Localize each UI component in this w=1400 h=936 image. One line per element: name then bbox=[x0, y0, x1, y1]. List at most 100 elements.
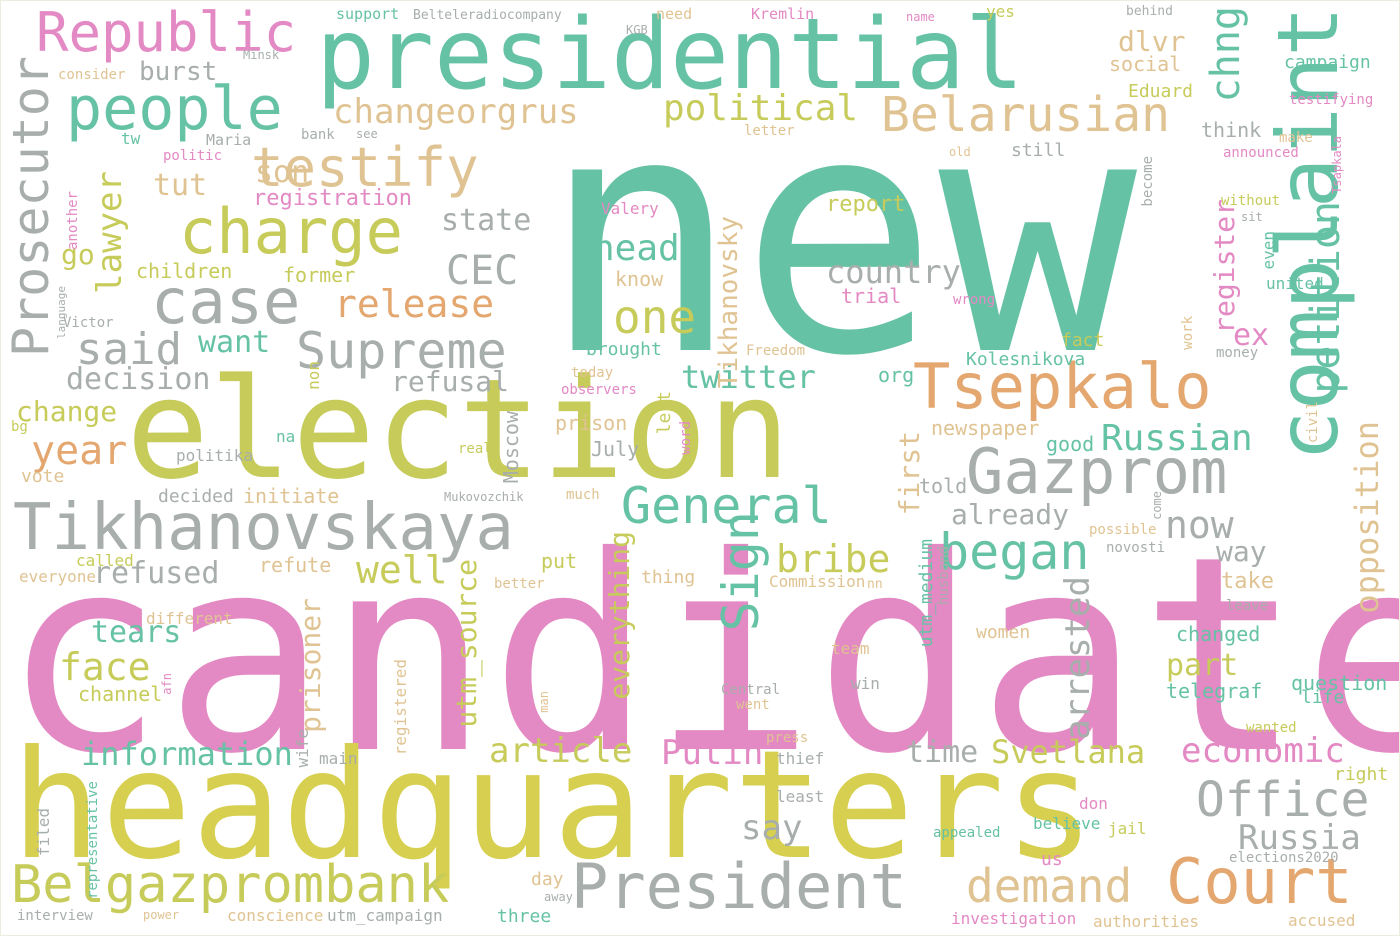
cloud-word: see bbox=[356, 127, 378, 141]
cloud-word: way bbox=[1216, 535, 1267, 568]
cloud-word: better bbox=[494, 576, 545, 592]
cloud-word: united bbox=[1266, 274, 1324, 293]
cloud-word: say bbox=[741, 808, 803, 848]
cloud-word: registered bbox=[391, 659, 410, 756]
cloud-word: thing bbox=[641, 567, 696, 588]
cloud-word: novosti bbox=[1106, 540, 1166, 556]
cloud-word: good bbox=[1046, 432, 1095, 456]
cloud-word: bank bbox=[301, 127, 335, 143]
cloud-word: ex bbox=[1233, 318, 1270, 353]
cloud-word: children bbox=[136, 259, 233, 283]
cloud-word: Kolesnikova bbox=[966, 349, 1086, 370]
cloud-word: afn bbox=[160, 673, 174, 695]
cloud-word: part bbox=[1166, 648, 1239, 683]
cloud-word: time bbox=[906, 735, 979, 770]
cloud-word: work bbox=[1180, 316, 1196, 350]
cloud-word: nn bbox=[867, 577, 883, 592]
cloud-word: brought bbox=[586, 339, 662, 360]
cloud-word: announced bbox=[1223, 145, 1299, 161]
cloud-word: need bbox=[656, 5, 693, 23]
cloud-word: name bbox=[906, 10, 935, 24]
cloud-word: Moscow bbox=[499, 411, 523, 484]
cloud-word: go bbox=[61, 238, 95, 271]
cloud-word: question bbox=[1291, 671, 1388, 695]
cloud-word: without bbox=[1221, 193, 1281, 209]
cloud-word: went bbox=[736, 697, 770, 713]
cloud-word: Belteleradiocompany bbox=[413, 8, 562, 23]
cloud-word: presidential bbox=[316, 0, 1025, 112]
cloud-word: wife bbox=[293, 729, 312, 768]
cloud-word: petition bbox=[1303, 201, 1349, 394]
cloud-word: Belarusian bbox=[881, 87, 1170, 143]
cloud-word: CEC bbox=[446, 248, 519, 294]
cloud-word: investigation bbox=[951, 909, 1077, 928]
cloud-word: Central bbox=[721, 682, 781, 698]
cloud-word: everyone bbox=[19, 567, 97, 586]
cloud-word: said bbox=[76, 324, 182, 375]
cloud-word: Russian bbox=[1101, 418, 1253, 459]
cloud-word: leave bbox=[1226, 598, 1269, 614]
cloud-word: share bbox=[1100, 641, 1116, 684]
cloud-word: Tsapkala bbox=[1330, 136, 1344, 194]
cloud-word: already bbox=[951, 498, 1070, 531]
cloud-word: dlvr bbox=[1118, 25, 1186, 58]
cloud-word: sit bbox=[1241, 210, 1263, 224]
cloud-word: refute bbox=[259, 553, 332, 577]
cloud-word: prison bbox=[555, 411, 628, 435]
cloud-word: Tikhanovskaya bbox=[13, 491, 514, 565]
cloud-word: Commission bbox=[769, 572, 866, 591]
cloud-word: changeorgrus bbox=[333, 92, 579, 132]
cloud-word: wrong bbox=[953, 292, 996, 308]
cloud-word: yes bbox=[986, 2, 1015, 21]
cloud-word: possible bbox=[1089, 522, 1157, 538]
cloud-word: believe bbox=[1033, 814, 1101, 833]
cloud-word: non bbox=[304, 361, 323, 390]
cloud-word: civil bbox=[1305, 401, 1321, 444]
cloud-word: utm_campaign bbox=[327, 906, 443, 925]
cloud-word: vote bbox=[21, 466, 65, 487]
cloud-word: Tikhanovsky bbox=[714, 216, 744, 389]
cloud-word: fact bbox=[1061, 330, 1105, 351]
cloud-word: today bbox=[571, 365, 614, 381]
cloud-word: social bbox=[1109, 52, 1182, 76]
cloud-word: Belgazprombank bbox=[11, 855, 450, 915]
cloud-word: information bbox=[81, 735, 293, 773]
cloud-word: consider bbox=[58, 67, 126, 83]
cloud-word: Victor bbox=[63, 315, 114, 331]
cloud-word: began bbox=[939, 523, 1090, 581]
cloud-word: representative bbox=[85, 781, 101, 900]
cloud-word: face bbox=[59, 645, 151, 689]
cloud-word: Supreme bbox=[296, 322, 507, 380]
cloud-word: observers bbox=[561, 382, 637, 398]
cloud-word: head bbox=[593, 228, 680, 269]
cloud-word: Office bbox=[1196, 772, 1370, 828]
cloud-word: Court bbox=[1166, 845, 1353, 918]
cloud-word: decided bbox=[158, 486, 234, 507]
cloud-word: know bbox=[615, 267, 664, 291]
cloud-word: filed bbox=[34, 808, 53, 857]
cloud-word: real bbox=[458, 441, 492, 457]
cloud-word: tw bbox=[121, 129, 141, 148]
cloud-word: article bbox=[489, 731, 633, 771]
cloud-word: charge bbox=[179, 195, 403, 268]
cloud-word: twitter bbox=[681, 358, 816, 396]
cloud-word: na bbox=[276, 427, 296, 446]
cloud-word: one bbox=[613, 290, 697, 344]
cloud-word: team bbox=[831, 639, 870, 658]
cloud-word: even bbox=[1259, 231, 1278, 270]
cloud-word: politic bbox=[163, 148, 223, 164]
cloud-word: win bbox=[851, 674, 880, 693]
cloud-word: old bbox=[949, 145, 971, 159]
cloud-word: conscience bbox=[227, 906, 324, 925]
cloud-word: testify bbox=[251, 136, 479, 199]
cloud-word: registration bbox=[253, 186, 412, 211]
cloud-word: former bbox=[283, 263, 356, 287]
cloud-word: people bbox=[66, 74, 283, 144]
cloud-word: away bbox=[544, 890, 573, 904]
cloud-word: testifying bbox=[1289, 92, 1374, 108]
cloud-word: General bbox=[621, 477, 832, 535]
cloud-word: decision bbox=[66, 362, 211, 397]
cloud-word: think bbox=[1201, 118, 1262, 142]
cloud-word: thief bbox=[776, 749, 825, 768]
